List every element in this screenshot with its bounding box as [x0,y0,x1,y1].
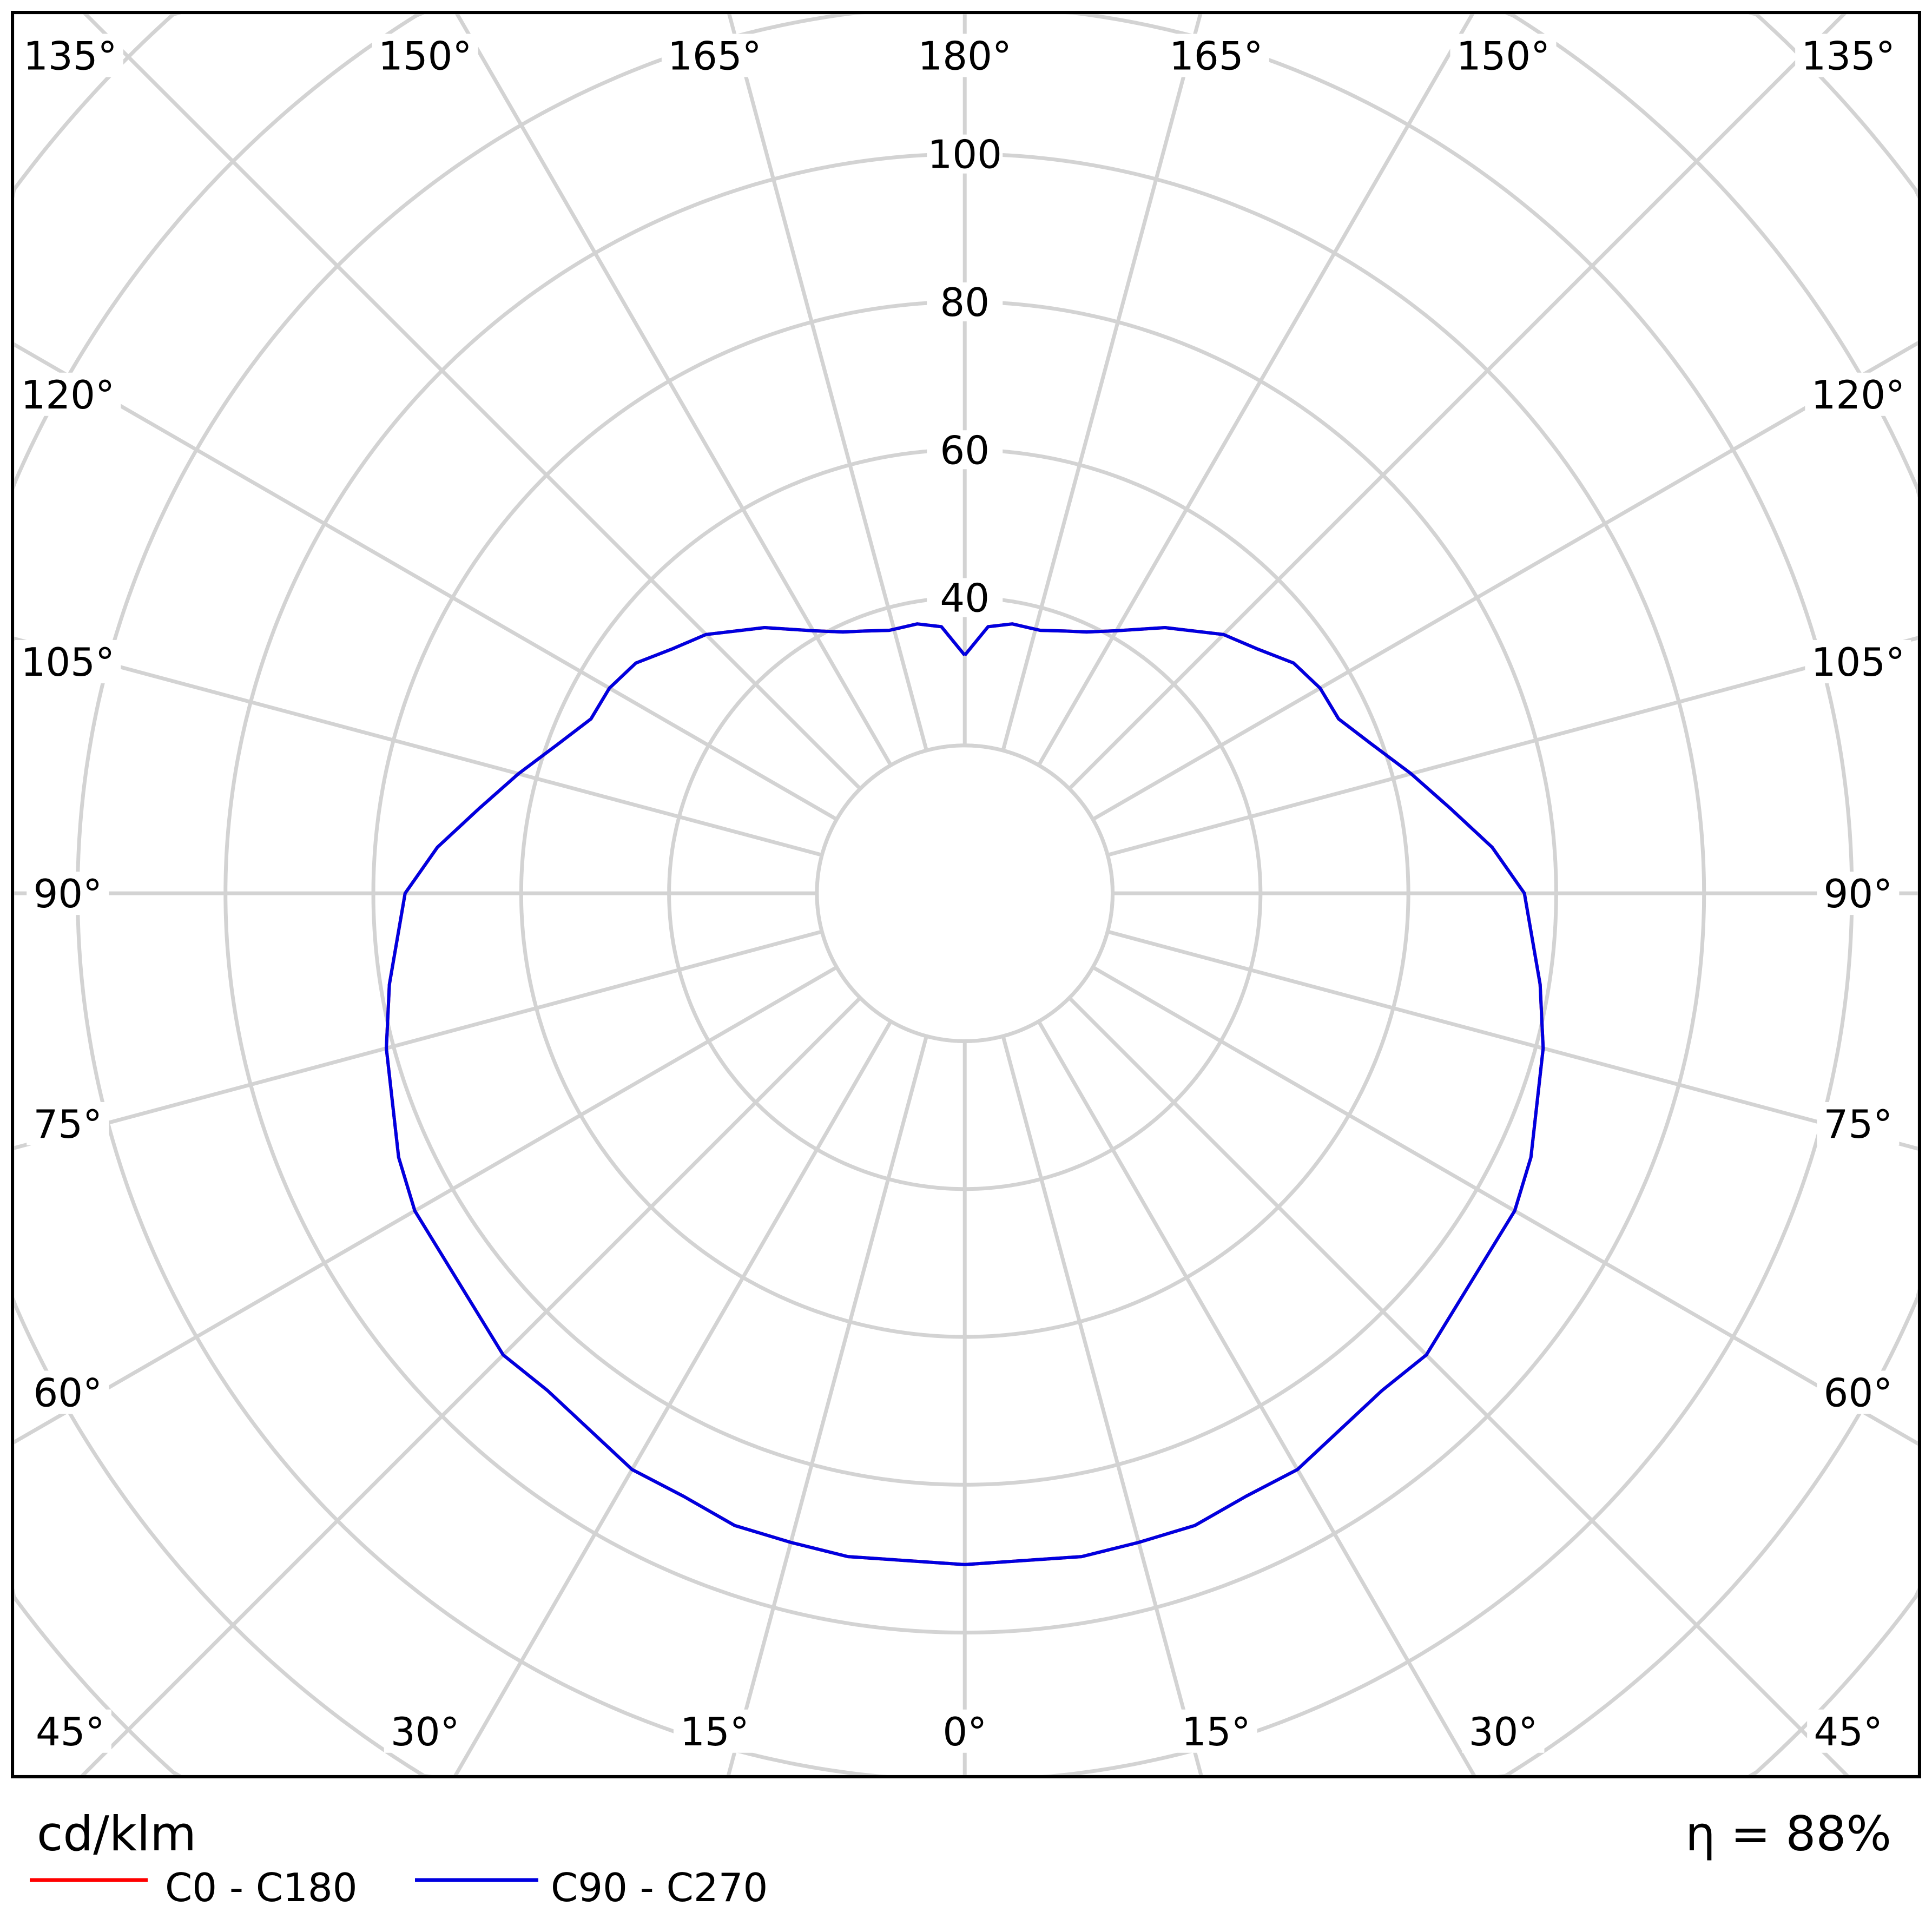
angle-label-bg [17,34,123,77]
plot-frame [11,11,1921,1778]
angle-label-bg [15,639,121,683]
grid-spoke-315 [80,996,862,1777]
radial-tick-label: 40 [940,576,990,621]
legend: C0 - C180 C90 - C270 [30,1865,768,1910]
angle-label-bg [27,872,109,915]
grid-spoke-120 [1092,340,1920,821]
angle-label-bg [661,34,768,77]
angle-label-bg [1817,1370,1900,1414]
angle-label: 75° [33,1102,102,1147]
angle-labels: 135° 150° 165° 180° 165° 150° 135° 120° 105° 90° 7… [15,33,1911,1755]
grid-spoke-300 [12,965,838,1445]
angle-label: 165° [1169,33,1263,78]
angle-label-bg [1805,372,1911,416]
angle-label: 150° [378,33,472,78]
grid-spoke-240 [12,341,838,821]
angle-label: 120° [21,372,115,418]
tick-label-bg [927,134,1003,174]
polar-grid [12,12,1920,1777]
grid-spoke-150 [1037,12,1475,767]
angle-label: 90° [33,871,102,916]
angle-label: 90° [1824,871,1893,916]
radial-tick-labels: 40 60 80 100 [927,132,1003,621]
angle-label-bg [912,34,1018,77]
grid-spoke-330 [453,1020,893,1777]
radial-tick-label: 60 [940,427,990,473]
angle-label-bg [27,1370,109,1414]
tick-label-bg [927,282,1003,321]
angle-label-bg [1817,1102,1900,1146]
angle-label: 180° [918,33,1012,78]
legend-label-c0-c180: C0 - C180 [165,1865,358,1910]
angle-label-bg [1807,1709,1890,1753]
angle-label: 105° [21,639,115,685]
grid-spoke-60 [1092,965,1920,1447]
angle-label-bg [1795,34,1902,77]
grid-spoke-210 [454,12,893,767]
grid-spoke-195 [727,12,928,751]
angle-label: 150° [1456,33,1550,78]
grid-spoke-30 [1037,1020,1476,1777]
angle-label: 135° [1801,33,1895,78]
angle-label-bg [29,1709,111,1753]
angle-label-bg [673,1709,756,1753]
efficiency-label: η = 88% [1685,1806,1891,1862]
angle-label: 60° [33,1370,102,1415]
angle-label: 30° [391,1709,460,1755]
radial-tick-label: 80 [940,280,990,325]
legend-label-c90-c270: C90 - C270 [551,1865,768,1910]
angle-label-bg [1462,1709,1545,1753]
grid-spoke-345 [726,1036,928,1777]
angle-label-bg [27,1102,109,1146]
angle-label-bg [935,1709,994,1753]
angle-label-bg [1163,34,1269,77]
angle-label: 120° [1811,372,1905,418]
unit-label: cd/klm [37,1806,196,1862]
grid-spoke-165 [1001,12,1203,751]
angle-label: 0° [942,1709,987,1755]
angle-label: 105° [1811,639,1905,685]
angle-label-bg [384,1709,466,1753]
angle-label: 75° [1824,1102,1893,1147]
angle-label-bg [1175,1709,1257,1753]
grid-spoke-75 [1107,929,1920,1151]
grid-spoke-15 [1001,1036,1204,1777]
angle-label-bg [1805,639,1911,683]
tick-label-bg [927,430,1003,470]
tick-label-bg [927,578,1003,617]
grid-spoke-45 [1067,996,1850,1777]
grid-spoke-135 [1067,12,1847,790]
angle-label-bg [372,34,478,77]
grid-spoke-255 [12,636,823,857]
radial-tick-label: 100 [928,132,1002,177]
grid-spoke-285 [12,929,823,1151]
angle-label: 30° [1469,1709,1538,1755]
angle-label-bg [1817,872,1900,915]
angle-label: 45° [36,1709,105,1755]
angle-label: 15° [1182,1709,1251,1755]
angle-label: 135° [23,33,117,78]
angle-label: 165° [668,33,761,78]
angle-label: 15° [680,1709,749,1755]
inner-circle [815,743,1115,1043]
angle-label: 45° [1814,1709,1883,1755]
angle-label-bg [1450,34,1557,77]
series-curve-1 [385,622,1545,1566]
grid-spoke-225 [82,12,862,790]
angle-label-bg [15,372,121,416]
curves [385,622,1545,1566]
angle-label: 60° [1824,1370,1893,1415]
grid-spoke-105 [1107,635,1920,857]
